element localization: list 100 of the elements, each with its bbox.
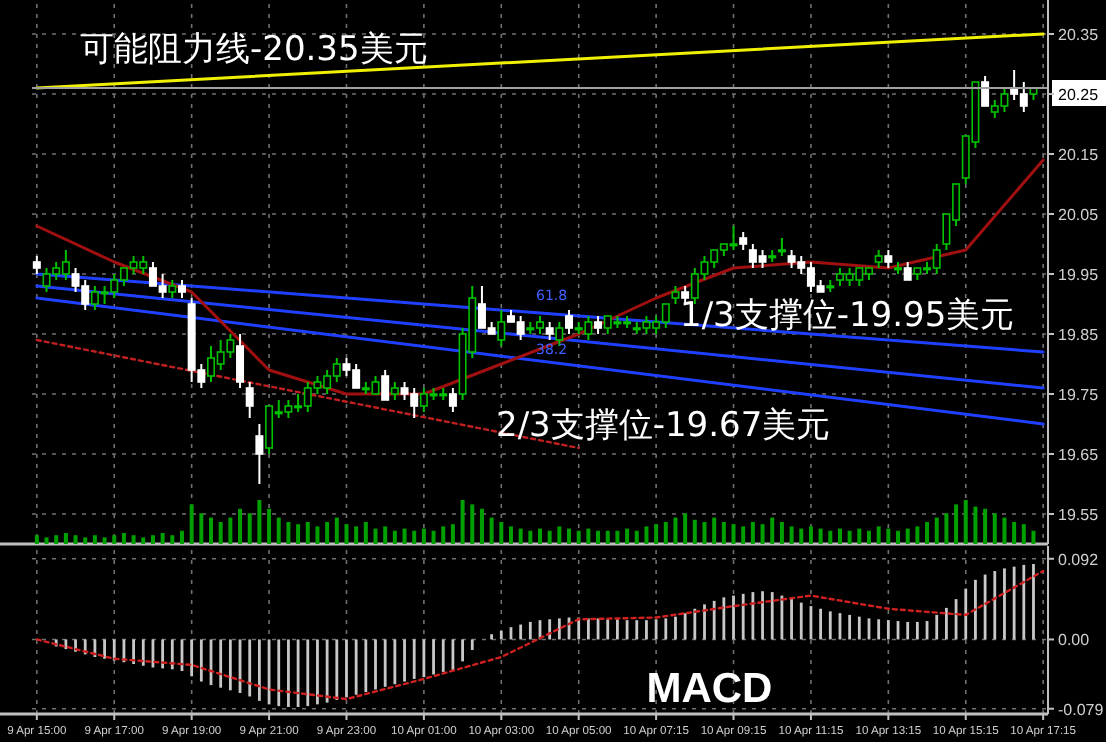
bar [179,530,184,544]
bar [441,526,446,544]
bar [383,526,388,544]
bar [702,522,707,544]
bar [915,526,920,544]
y-tick-label: -0.079 [1058,700,1105,719]
bar [402,528,407,544]
bar [63,533,68,544]
bar [779,522,784,544]
candlestick [448,387,457,413]
bar [460,500,465,544]
y-tick-label: 19.65 [1058,446,1100,464]
bar [257,500,262,544]
bar [83,537,88,544]
bar [518,528,523,544]
bar [334,517,339,544]
bar [731,524,736,544]
bar [944,513,949,544]
bar [954,504,959,544]
bar [721,522,726,544]
bar [596,530,601,544]
bar [228,517,233,544]
bar [286,522,291,544]
bar [567,528,572,544]
y-tick-label: 20.25 [1058,86,1100,104]
bar [499,522,504,544]
bar [150,535,155,544]
bar [238,508,243,544]
bar [112,535,117,544]
y-tick-label: 20.15 [1058,146,1100,164]
bar [683,513,688,544]
bar [886,528,891,544]
bar [760,524,765,544]
bar [421,528,426,544]
bar [1002,517,1007,544]
candlestick [381,369,390,401]
bar [73,535,78,544]
bar [170,535,175,544]
bar [625,528,630,544]
y-tick-label: 19.85 [1058,326,1100,344]
bar [963,500,968,544]
bar [247,513,252,544]
bar [160,533,165,544]
bar [1021,524,1026,544]
bar [489,517,494,544]
bar [692,519,697,544]
bar [750,522,755,544]
bar [847,530,852,544]
y-tick-label: 20.35 [1058,26,1100,44]
bar [857,528,862,544]
bar [54,535,59,544]
y-tick-label: 20.05 [1058,206,1100,224]
bar [141,537,146,544]
bar [267,508,272,544]
candlestick [497,309,506,347]
bar [199,513,204,544]
bar [34,535,39,544]
bar [586,528,591,544]
y-tick-label: 0.092 [1058,550,1100,569]
bar [392,530,397,544]
bar [305,522,310,544]
bar [373,528,378,544]
bar [412,530,417,544]
y-tick-label: 19.55 [1058,506,1100,524]
bar [547,530,552,544]
bar [344,524,349,544]
y-tick-label: 0.00 [1058,631,1091,650]
bar [789,526,794,544]
bar [92,535,97,544]
bar [663,522,668,544]
bar [528,530,533,544]
bar [218,522,223,544]
candlestick [236,333,245,389]
line-series [35,569,1045,701]
bar [673,517,678,544]
candlestick [555,321,564,347]
bar [1031,530,1036,544]
bar [905,528,910,544]
candlestick [255,423,264,485]
bar [615,530,620,544]
bar [470,504,475,544]
bar [741,526,746,544]
bar [296,524,301,544]
bar [799,528,804,544]
bar [315,526,320,544]
text: MACD [646,666,773,712]
candlestick [565,309,574,335]
bar [934,517,939,544]
bar [276,517,281,544]
bar [818,528,823,544]
bar [325,522,330,544]
annotation: 可能阻力线-20.35美元 [80,30,428,70]
bar [508,526,513,544]
bar [354,526,359,544]
bar [1012,522,1017,544]
bar [121,533,126,544]
bar [896,530,901,544]
bar [712,517,717,544]
bar [973,506,978,544]
bar [808,526,813,544]
